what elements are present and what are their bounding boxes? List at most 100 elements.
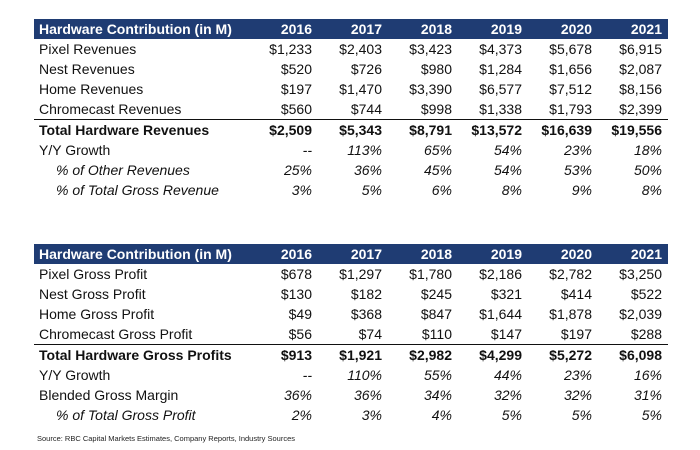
- cell-value: $74: [358, 326, 382, 342]
- row-label: % of Total Gross Profit: [56, 407, 196, 423]
- cell-value: 32%: [493, 387, 522, 403]
- cell-value: 110%: [347, 367, 382, 383]
- row-label: % of Total Gross Revenue: [56, 182, 219, 198]
- cell-value: $5,343: [318, 119, 388, 140]
- cell-value: $1,284: [479, 61, 522, 77]
- cell-value: $1,644: [479, 306, 522, 322]
- row-label: Home Gross Profit: [39, 306, 155, 322]
- cell-value: 5%: [571, 407, 592, 423]
- table-row: % of Total Gross Profit 2% 3% 4% 5% 5% 5%: [34, 405, 668, 425]
- header-year: 2020: [528, 19, 598, 39]
- cell-value: $197: [560, 326, 592, 342]
- cell-value: $560: [280, 101, 312, 117]
- table-row: Pixel Revenues $1,233 $2,403 $3,423 $4,373 $5…: [34, 39, 668, 59]
- cell-value: $2,782: [549, 266, 592, 282]
- cell-value: $1,338: [479, 101, 522, 117]
- header-year: 2021: [598, 244, 668, 264]
- table-row: Chromecast Gross Profit $56 $74 $110 $147 $19…: [34, 324, 668, 345]
- header-year: 2020: [528, 244, 598, 264]
- cell-value: 36%: [353, 162, 382, 178]
- cell-value: 6%: [431, 182, 452, 198]
- header-year: 2019: [458, 244, 528, 264]
- header-title: Hardware Contribution (in M): [34, 244, 248, 264]
- header-year: 2018: [388, 19, 458, 39]
- cell-value: $5,272: [528, 344, 598, 365]
- cell-value: $6,577: [479, 81, 522, 97]
- cell-value: $1,656: [549, 61, 592, 77]
- cell-value: 44%: [493, 367, 522, 383]
- cell-value: $2,087: [619, 61, 662, 77]
- row-label: Total Hardware Gross Profits: [34, 344, 248, 365]
- cell-value: $7,512: [549, 81, 592, 97]
- row-label: Pixel Revenues: [39, 41, 137, 57]
- cell-value: 2%: [291, 407, 312, 423]
- cell-value: 34%: [423, 387, 452, 403]
- cell-value: $3,390: [409, 81, 452, 97]
- table-header-row: Hardware Contribution (in M) 2016 2017 2018…: [34, 244, 668, 264]
- cell-value: $1,233: [269, 41, 312, 57]
- header-year: 2021: [598, 19, 668, 39]
- row-label: Chromecast Revenues: [39, 101, 182, 117]
- cell-value: $13,572: [458, 119, 528, 140]
- table-row: Home Gross Profit $49 $368 $847 $1,644 $1,878…: [34, 304, 668, 324]
- cell-value: 65%: [423, 142, 452, 158]
- table-row: Nest Revenues $520 $726 $980 $1,284 $1,656 $2,…: [34, 59, 668, 79]
- cell-value: $4,299: [458, 344, 528, 365]
- header-year: 2018: [388, 244, 458, 264]
- cell-value: 54%: [493, 142, 522, 158]
- cell-value: 36%: [283, 387, 312, 403]
- table-row: Home Revenues $197 $1,470 $3,390 $6,577 $7,51…: [34, 79, 668, 99]
- cell-value: 9%: [571, 182, 592, 198]
- table-row: Pixel Gross Profit $678 $1,297 $1,780 $2,186…: [34, 264, 668, 284]
- cell-value: 3%: [291, 182, 312, 198]
- row-label: Chromecast Gross Profit: [39, 326, 193, 342]
- row-label: Home Revenues: [39, 81, 144, 97]
- cell-value: $245: [420, 286, 452, 302]
- cell-value: $321: [490, 286, 522, 302]
- cell-value: $16,639: [528, 119, 598, 140]
- cell-value: $19,556: [598, 119, 668, 140]
- cell-value: $1,780: [409, 266, 452, 282]
- cell-value: 5%: [501, 407, 522, 423]
- cell-value: $1,878: [549, 306, 592, 322]
- cell-value: 3%: [361, 407, 382, 423]
- cell-value: $2,509: [248, 119, 318, 140]
- cell-value: $2,399: [619, 101, 662, 117]
- cell-value: $913: [248, 344, 318, 365]
- cell-value: 55%: [423, 367, 452, 383]
- row-label: Y/Y Growth: [39, 142, 111, 158]
- cell-value: $197: [280, 81, 312, 97]
- cell-value: 113%: [347, 142, 382, 158]
- cell-value: $520: [280, 61, 312, 77]
- table-row: Nest Gross Profit $130 $182 $245 $321 $414 $52…: [34, 284, 668, 304]
- header-year: 2016: [248, 19, 318, 39]
- cell-value: $998: [420, 101, 452, 117]
- total-row: Total Hardware Gross Profits $913 $1,921 $2…: [34, 344, 668, 365]
- cell-value: 36%: [353, 387, 382, 403]
- row-label: Total Hardware Revenues: [34, 119, 248, 140]
- cell-value: $847: [420, 306, 452, 322]
- cell-value: 25%: [283, 162, 312, 178]
- cell-value: $110: [421, 326, 452, 342]
- hardware-gross-profit-table: Hardware Contribution (in M) 2016 2017 2018…: [34, 244, 668, 425]
- cell-value: $8,791: [388, 119, 458, 140]
- header-year: 2017: [318, 19, 388, 39]
- cell-value: $3,250: [619, 266, 662, 282]
- cell-value: $147: [490, 326, 522, 342]
- cell-value: 8%: [501, 182, 522, 198]
- cell-value: 31%: [633, 387, 662, 403]
- row-label: Nest Revenues: [39, 61, 135, 77]
- cell-value: $368: [350, 306, 382, 322]
- cell-value: 23%: [563, 367, 592, 383]
- cell-value: $6,915: [619, 41, 662, 57]
- cell-value: 8%: [641, 182, 662, 198]
- cell-value: 32%: [563, 387, 592, 403]
- cell-value: $1,470: [339, 81, 382, 97]
- cell-value: 23%: [563, 142, 592, 158]
- cell-value: $49: [288, 306, 312, 322]
- source-note: Source: RBC Capital Markets Estimates, C…: [37, 434, 296, 443]
- cell-value: $414: [560, 286, 592, 302]
- cell-value: 5%: [641, 407, 662, 423]
- header-year: 2016: [248, 244, 318, 264]
- row-label: Pixel Gross Profit: [39, 266, 148, 282]
